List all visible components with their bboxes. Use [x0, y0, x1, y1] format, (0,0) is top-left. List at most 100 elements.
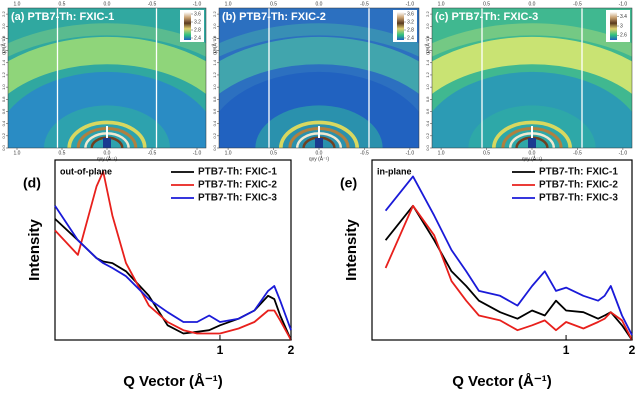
y-tick-label: 1.2 [425, 71, 430, 77]
x-tick-label: 0.0 [316, 1, 323, 7]
y-tick-label: 1.0 [212, 84, 217, 90]
y-tick-label: 1.4 [1, 59, 6, 65]
small-ring [492, 120, 572, 148]
beam-stop [103, 138, 111, 148]
annotation: out-of-plane [60, 166, 112, 176]
x-tick-label: 0.0 [529, 150, 536, 156]
colorbar [397, 12, 404, 40]
colorbar-tick-label: 3.4 [620, 14, 627, 20]
panel-title: (a) PTB7-Th: FXIC-1 [11, 11, 114, 23]
x-tick-label: 0.5 [483, 1, 490, 7]
x-tick-label: 1.0 [225, 150, 232, 156]
x-tick-label: 1.0 [438, 1, 445, 7]
x-tick-label: 0.5 [59, 150, 66, 156]
plot-frame [54, 159, 292, 341]
colorbar-tick-label: 2.4 [194, 35, 201, 41]
annotation: in-plane [377, 166, 412, 176]
colorbar-tick-label: 2.6 [620, 33, 627, 39]
y-tick-label: 0.8 [425, 96, 430, 102]
small-ring [67, 120, 147, 148]
x-axis-label: qxy (Å⁻¹) [522, 155, 542, 162]
colorbar-tick-label: 3.6 [194, 11, 201, 17]
x-tick-label: -1.0 [619, 1, 628, 7]
x-tick-label: 0.0 [104, 150, 111, 156]
y-tick-label: 0.6 [425, 108, 430, 114]
halo [8, 23, 206, 57]
x-tick-label: 2 [288, 343, 295, 357]
y-tick-label: 1.0 [425, 84, 430, 90]
x-tick-label: 0.5 [59, 1, 66, 7]
y-tick-label: 2.2 [425, 11, 430, 17]
legend-label: PTB7-Th: FXIC-1 [539, 167, 618, 178]
series-line [384, 204, 633, 341]
y-tick-label: 1.6 [1, 47, 6, 53]
panel-title: (b) PTB7-Th: FXIC-2 [222, 11, 326, 23]
x-tick-label: -0.5 [360, 1, 369, 7]
x-tick-label: 2 [629, 343, 636, 357]
y-tick-label: 2.0 [425, 23, 430, 29]
y-tick-label: 0.0 [1, 144, 6, 150]
y-tick-label: 0.4 [1, 120, 6, 126]
series-line [384, 175, 633, 336]
legend-label: PTB7-Th: FXIC-3 [539, 193, 618, 204]
series-line [384, 204, 633, 341]
y-tick-label: 0.0 [425, 144, 430, 150]
x-tick-label: 1.0 [225, 1, 232, 7]
colorbar-tick-label: 2.4 [407, 35, 414, 41]
y-tick-label: 0.2 [1, 132, 6, 138]
x-tick-label: 1 [563, 343, 570, 357]
outer-ring [432, 36, 632, 94]
y-axis-label: Intensity [26, 219, 43, 281]
x-tick-label: -1.0 [406, 150, 415, 156]
colorbar-tick-label: 3.6 [407, 11, 414, 17]
small-ring [279, 120, 359, 148]
x-tick-label: -1.0 [619, 150, 628, 156]
y-tick-label: 0.4 [212, 120, 217, 126]
y-tick-label: 0.0 [212, 144, 217, 150]
x-tick-label: 1.0 [14, 150, 21, 156]
y-tick-label: 1.4 [425, 59, 430, 65]
series-line [54, 205, 292, 331]
colorbar [610, 12, 617, 40]
y-tick-label: 1.6 [425, 47, 430, 53]
y-tick-label: 1.8 [425, 35, 430, 41]
x-axis-label: Q Vector (Å⁻¹) [452, 373, 552, 390]
y-tick-label: 0.6 [212, 108, 217, 114]
outer-ring [8, 36, 206, 94]
y-tick-label: 0.6 [1, 108, 6, 114]
y-tick-label: 0.8 [212, 96, 217, 102]
beam-spot [531, 126, 533, 138]
x-tick-label: -0.5 [573, 1, 582, 7]
x-tick-label: 0.0 [104, 1, 111, 7]
y-tick-label: 2.2 [1, 11, 6, 17]
x-axis-label: qxy (Å⁻¹) [97, 155, 117, 162]
x-tick-label: 0.0 [316, 150, 323, 156]
x-axis-label: qxy (Å⁻¹) [309, 155, 329, 162]
halo [219, 23, 419, 57]
plot-frame [371, 159, 633, 341]
x-axis-label: Q Vector (Å⁻¹) [123, 373, 223, 390]
colorbar-tick-label: 3.2 [407, 19, 414, 25]
x-tick-label: -1.0 [193, 150, 202, 156]
series-line [54, 170, 292, 341]
x-tick-label: 0.5 [270, 150, 277, 156]
x-tick-label: -0.5 [148, 1, 157, 7]
x-tick-label: 0.0 [529, 1, 536, 7]
y-axis-label: Intensity [343, 219, 360, 281]
colorbar-tick-label: 3 [620, 23, 623, 29]
y-tick-label: 1.8 [1, 35, 6, 41]
y-tick-label: 0.2 [212, 132, 217, 138]
x-tick-label: 1.0 [14, 1, 21, 7]
legend-label: PTB7-Th: FXIC-1 [198, 167, 277, 178]
y-axis-label: qz (Å⁻¹) [211, 37, 218, 55]
y-tick-label: 1.2 [212, 71, 217, 77]
beam-spot [106, 126, 108, 138]
colorbar-tick-label: 2.8 [407, 27, 414, 33]
y-tick-label: 1.2 [1, 71, 6, 77]
beam-stop [315, 138, 323, 148]
x-tick-label: 1.0 [438, 150, 445, 156]
y-tick-label: 1.4 [212, 59, 217, 65]
x-tick-label: -1.0 [406, 1, 415, 7]
